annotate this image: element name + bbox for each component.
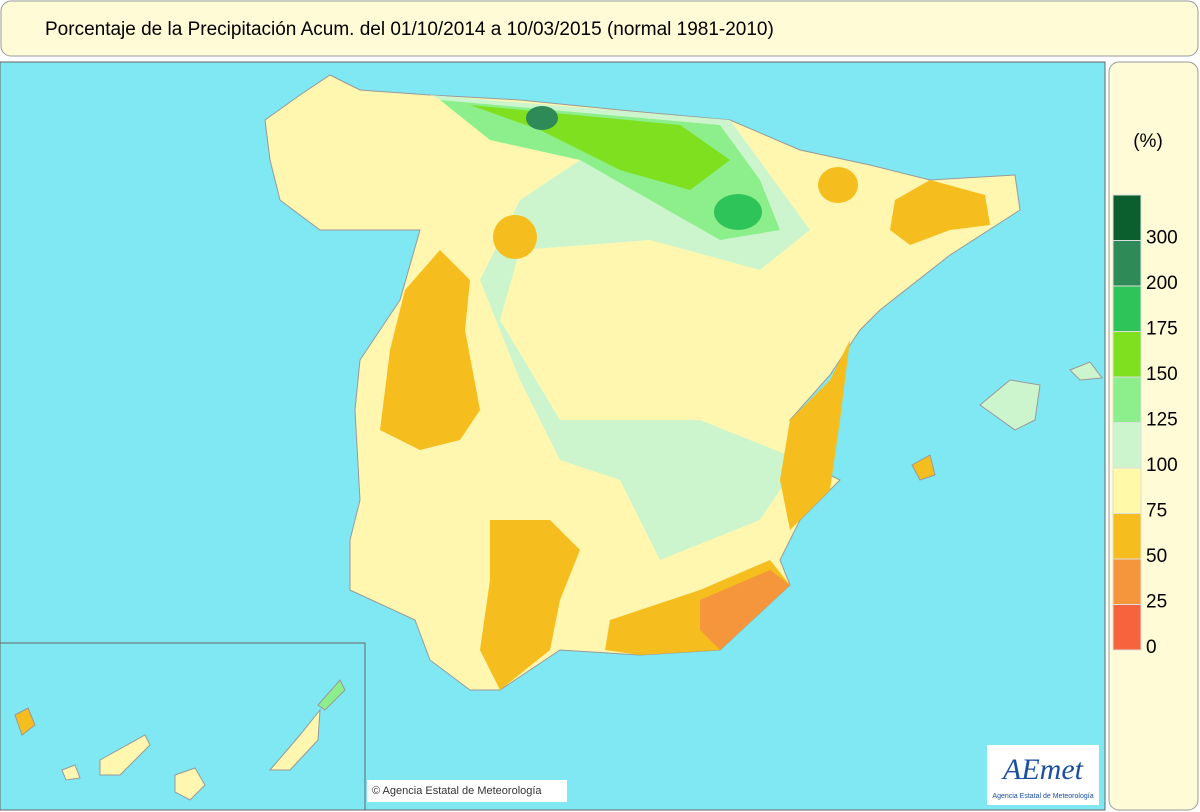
- green-peak: [526, 106, 558, 130]
- green-peak: [714, 194, 762, 230]
- legend-label: 175: [1146, 319, 1178, 340]
- canary-island: [174, 767, 206, 801]
- ibiza: [911, 454, 936, 481]
- dry-south: [480, 520, 580, 690]
- legend-label: 125: [1146, 410, 1178, 431]
- logo: AEmet: [1001, 753, 1084, 786]
- legend-label: 50: [1146, 546, 1167, 567]
- balearic-islands: [979, 379, 1041, 431]
- very-dry-southeast: [700, 570, 790, 650]
- green-core: [440, 100, 780, 240]
- canary-island: [61, 764, 81, 781]
- menorca: [1069, 361, 1103, 381]
- legend-swatch: [1112, 285, 1142, 332]
- logo-subtitle: Agencia Estatal de Meteorología: [992, 793, 1093, 800]
- legend-swatch: [1112, 558, 1142, 605]
- legend-swatch: [1112, 513, 1142, 560]
- legend-label: 100: [1146, 455, 1178, 476]
- canary-island: [99, 734, 151, 776]
- dry-spot: [493, 215, 537, 259]
- legend-swatch: [1112, 376, 1142, 423]
- legend-label: 75: [1146, 501, 1167, 522]
- canary-island: [268, 708, 321, 771]
- legend-label: 200: [1146, 273, 1178, 294]
- logo-box: [987, 745, 1099, 805]
- legend-swatch: [1112, 331, 1142, 378]
- dry-northeast: [890, 180, 990, 245]
- dry-west: [380, 250, 480, 450]
- legend-swatch: [1112, 194, 1142, 241]
- legend-label: 300: [1146, 228, 1178, 249]
- credit: © Agencia Estatal de Meteorología: [372, 785, 542, 797]
- title: Porcentaje de la Precipitación Acum. del…: [45, 19, 774, 40]
- credit-box: [367, 780, 567, 802]
- dry-spot: [818, 167, 858, 203]
- canary-island: [14, 707, 36, 736]
- title-box: [0, 0, 1199, 57]
- legend: 300 200 175 150 125 100 75 50 25 0: [1112, 194, 1178, 658]
- dry-east: [780, 340, 850, 530]
- legend-label: 150: [1146, 364, 1178, 385]
- legend-swatch: [1112, 240, 1142, 287]
- legend-swatch: [1112, 467, 1142, 514]
- legend-swatch: [1112, 604, 1142, 651]
- legend-label: 25: [1146, 592, 1167, 613]
- legend-label: 0: [1146, 637, 1157, 658]
- canary-island: [317, 679, 346, 711]
- legend-swatch: [1112, 422, 1142, 469]
- legend-unit: (%): [1133, 131, 1163, 152]
